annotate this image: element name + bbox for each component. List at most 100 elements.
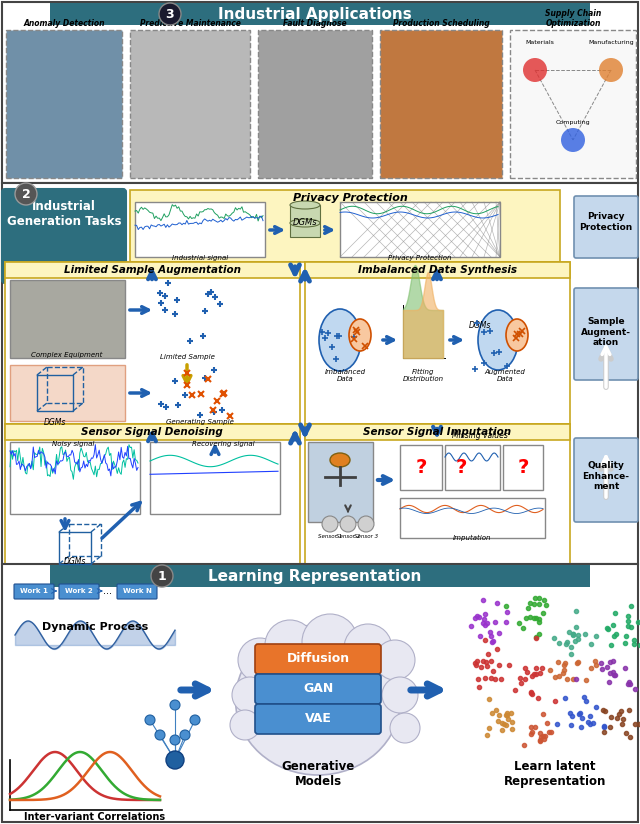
Text: Diffusion: Diffusion xyxy=(287,653,349,666)
Circle shape xyxy=(145,715,155,725)
FancyBboxPatch shape xyxy=(400,498,545,538)
Text: Computing: Computing xyxy=(556,120,590,125)
FancyBboxPatch shape xyxy=(10,365,125,421)
Text: Missing values: Missing values xyxy=(452,430,508,439)
FancyBboxPatch shape xyxy=(2,2,638,183)
Text: GAN: GAN xyxy=(303,682,333,695)
FancyBboxPatch shape xyxy=(2,189,126,283)
Text: Predictive Maintenance: Predictive Maintenance xyxy=(140,19,241,28)
FancyBboxPatch shape xyxy=(2,183,638,564)
Text: Sensor 1: Sensor 1 xyxy=(318,534,342,539)
Text: DGMs: DGMs xyxy=(469,321,491,330)
FancyBboxPatch shape xyxy=(50,565,590,587)
Text: Recovering signal: Recovering signal xyxy=(192,441,255,447)
Circle shape xyxy=(170,735,180,745)
Text: ?: ? xyxy=(456,457,467,476)
Circle shape xyxy=(344,624,392,672)
Text: 2: 2 xyxy=(22,188,30,200)
Circle shape xyxy=(375,640,415,680)
FancyBboxPatch shape xyxy=(5,424,300,440)
Circle shape xyxy=(180,730,190,740)
FancyBboxPatch shape xyxy=(258,30,372,178)
Text: ?: ? xyxy=(517,457,529,476)
Circle shape xyxy=(159,3,181,25)
FancyBboxPatch shape xyxy=(305,424,570,564)
Text: Imbalanced
Data: Imbalanced Data xyxy=(324,368,365,382)
Circle shape xyxy=(340,516,356,532)
Text: Production Scheduling: Production Scheduling xyxy=(392,19,490,28)
Text: Sensor 3: Sensor 3 xyxy=(354,534,378,539)
Text: Materials: Materials xyxy=(525,40,554,45)
FancyBboxPatch shape xyxy=(308,442,373,522)
Text: Imbalanced Data Synthesis: Imbalanced Data Synthesis xyxy=(358,265,516,275)
Circle shape xyxy=(358,516,374,532)
FancyBboxPatch shape xyxy=(380,30,502,178)
Ellipse shape xyxy=(478,310,518,370)
Ellipse shape xyxy=(506,319,528,351)
Text: Noisy signal: Noisy signal xyxy=(52,441,94,447)
Text: Work 1: Work 1 xyxy=(20,588,48,594)
Text: VAE: VAE xyxy=(305,713,332,725)
Text: Manufacturing: Manufacturing xyxy=(588,40,634,45)
Text: Anomaly Detection: Anomaly Detection xyxy=(23,19,105,28)
FancyBboxPatch shape xyxy=(150,442,280,514)
Text: ?: ? xyxy=(415,457,427,476)
Text: Inter-variant Correlations: Inter-variant Correlations xyxy=(24,812,166,822)
Ellipse shape xyxy=(319,309,361,371)
Circle shape xyxy=(599,58,623,82)
Ellipse shape xyxy=(330,453,350,467)
FancyBboxPatch shape xyxy=(340,202,500,257)
Text: Supply Chain
Optimization: Supply Chain Optimization xyxy=(545,8,601,28)
FancyBboxPatch shape xyxy=(5,262,300,424)
FancyBboxPatch shape xyxy=(5,424,300,564)
FancyBboxPatch shape xyxy=(50,3,590,25)
FancyBboxPatch shape xyxy=(305,262,570,278)
Text: Augmented
Data: Augmented Data xyxy=(484,368,525,382)
Text: Sensor Signal Imputation: Sensor Signal Imputation xyxy=(363,427,511,437)
Text: Industrial Applications: Industrial Applications xyxy=(218,7,412,21)
Circle shape xyxy=(523,58,547,82)
FancyBboxPatch shape xyxy=(6,30,122,178)
FancyBboxPatch shape xyxy=(574,288,638,380)
Circle shape xyxy=(390,713,420,743)
Circle shape xyxy=(382,677,418,713)
Ellipse shape xyxy=(236,625,401,775)
FancyBboxPatch shape xyxy=(305,424,570,440)
FancyBboxPatch shape xyxy=(445,445,500,490)
Circle shape xyxy=(151,565,173,587)
FancyBboxPatch shape xyxy=(503,445,543,490)
FancyBboxPatch shape xyxy=(305,262,570,424)
Text: Imputation: Imputation xyxy=(452,535,492,541)
Ellipse shape xyxy=(290,201,320,209)
Text: Fitting
Distribution: Fitting Distribution xyxy=(403,368,444,382)
Circle shape xyxy=(302,614,358,670)
Circle shape xyxy=(155,730,165,740)
Text: Quality
Enhance-
ment: Quality Enhance- ment xyxy=(582,461,630,491)
Circle shape xyxy=(190,715,200,725)
FancyBboxPatch shape xyxy=(5,262,300,278)
Text: Sensor 2: Sensor 2 xyxy=(336,534,360,539)
FancyBboxPatch shape xyxy=(400,445,442,490)
Text: Complex Equipment: Complex Equipment xyxy=(31,352,102,358)
Text: Learning Representation: Learning Representation xyxy=(208,569,422,583)
Text: Privacy Protection: Privacy Protection xyxy=(388,255,452,261)
Text: ...: ... xyxy=(104,586,113,596)
Text: DGMs: DGMs xyxy=(44,418,66,427)
FancyBboxPatch shape xyxy=(130,30,250,178)
Text: Privacy
Protection: Privacy Protection xyxy=(579,213,632,232)
Circle shape xyxy=(232,677,268,713)
Circle shape xyxy=(166,751,184,769)
FancyBboxPatch shape xyxy=(10,442,140,514)
Circle shape xyxy=(561,128,585,152)
Circle shape xyxy=(322,516,338,532)
FancyBboxPatch shape xyxy=(255,704,381,734)
Text: Work N: Work N xyxy=(123,588,152,594)
FancyBboxPatch shape xyxy=(117,584,157,599)
FancyBboxPatch shape xyxy=(510,30,636,178)
FancyBboxPatch shape xyxy=(14,584,54,599)
Text: Dynamic Process: Dynamic Process xyxy=(42,622,148,632)
Text: Limited Sample Augmentation: Limited Sample Augmentation xyxy=(63,265,241,275)
Text: DGMs: DGMs xyxy=(292,218,317,227)
Circle shape xyxy=(15,183,37,205)
FancyBboxPatch shape xyxy=(574,196,638,258)
